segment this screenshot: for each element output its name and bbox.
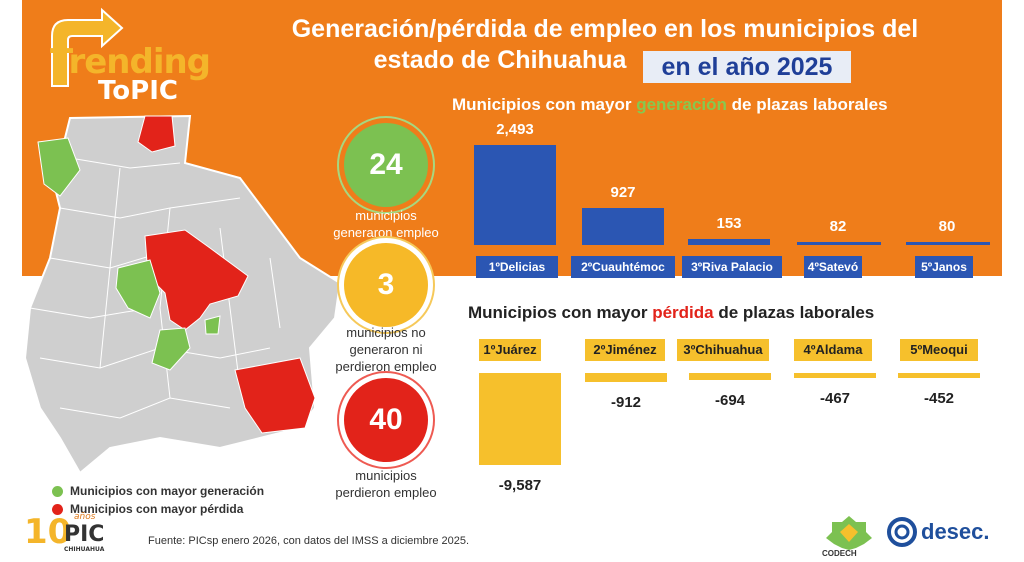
loss-value-label: -912: [610, 393, 642, 411]
generation-category-label: 5ºJanos: [915, 256, 973, 278]
region-green-center-west: [115, 259, 161, 319]
generation-bar: [797, 241, 881, 245]
title-part: Municipios con mayor: [468, 303, 653, 322]
badge-number: 10: [24, 512, 72, 552]
caption-line: generaron ni: [349, 342, 423, 357]
loss-value-label: -9,587: [498, 477, 542, 494]
legend-loss: Municipios con mayor pérdida: [52, 502, 243, 516]
stat-generated-caption: municipios generaron empleo: [306, 207, 466, 241]
legend-label: Municipios con mayor generación: [70, 484, 265, 498]
logo-arrow-icon: [51, 7, 124, 87]
codech-label: CODECH: [822, 549, 857, 558]
badge-pic: PIC: [64, 522, 105, 547]
generation-category-label: 3ºRiva Palacio: [682, 256, 782, 278]
loss-value-label: -694: [714, 391, 746, 409]
desec-logo: desec.: [887, 517, 990, 547]
title-part: Municipios con mayor: [452, 95, 637, 114]
region-green-south-center: [151, 327, 191, 371]
loss-bar: [479, 373, 561, 465]
loss-category-label: 4ºAldama: [794, 339, 872, 361]
loss-category-label: 2ºJiménez: [585, 339, 665, 361]
loss-category-label: 5ºMeoqui: [900, 339, 978, 361]
loss-value-label: -467: [819, 390, 851, 407]
badge-city: CHIHUAHUA: [64, 546, 105, 553]
loss-category-label: 3ºChihuahua: [677, 339, 769, 361]
generation-chart-title: Municipios con mayor generación de plaza…: [452, 95, 888, 115]
generation-bar: [688, 238, 770, 245]
title-line-2: estado de Chihuahua: [373, 46, 627, 74]
generation-category-label: 2ºCuauhtémoc: [571, 256, 675, 278]
loss-value-label: -452: [923, 390, 955, 407]
title-part: de plazas laborales: [713, 303, 875, 322]
trending-topic-logo: [22, 6, 232, 106]
stat-lost-circle: 40: [344, 378, 428, 462]
loss-bar: [585, 373, 667, 382]
source-note: Fuente: PICsp enero 2026, con datos del …: [148, 535, 470, 547]
generation-value-label: 927: [610, 183, 636, 201]
region-red-center: [144, 229, 249, 331]
stat-neutral-caption: municipios no generaron ni perdieron emp…: [306, 324, 466, 375]
codech-logo-icon: [826, 516, 872, 550]
loss-bar: [689, 373, 771, 380]
title-part: de plazas laborales: [726, 95, 888, 114]
region-green-northwest: [37, 137, 81, 197]
stat-generated-circle: 24: [344, 123, 428, 207]
caption-line: perdieron empleo: [335, 359, 437, 374]
legend-generation: Municipios con mayor generación: [52, 484, 264, 498]
generation-category-label: 1ºDelicias: [476, 256, 558, 278]
red-dot-icon: [52, 503, 63, 515]
generation-bar: [474, 145, 556, 245]
generation-value-label: 153: [716, 214, 742, 232]
desec-label: desec.: [921, 519, 990, 544]
loss-category-label: 1ºJuárez: [479, 339, 541, 361]
generation-category-label: 4ºSatevó: [804, 256, 862, 278]
loss-chart-title: Municipios con mayor pérdida de plazas l…: [468, 303, 874, 323]
badge-word: años: [74, 512, 96, 522]
title-year-badge: en el año 2025: [643, 51, 851, 83]
region-red-north: [137, 115, 176, 153]
caption-line: municipios: [355, 208, 417, 223]
desec-swirl-icon: [887, 517, 917, 547]
legend-label: Municipios con mayor pérdida: [70, 502, 244, 516]
caption-line: perdieron empleo: [335, 485, 437, 500]
region-red-southeast: [234, 357, 316, 434]
title-highlight: generación: [636, 95, 727, 114]
caption-line: municipios: [355, 468, 417, 483]
generation-bar: [906, 241, 990, 245]
logo-text-topic: ToPIC: [98, 76, 178, 106]
caption-line: generaron empleo: [333, 225, 439, 240]
pic-10-years-logo: 10 años PIC CHIHUAHUA: [24, 510, 124, 554]
title-line-1: Generación/pérdida de empleo en los muni…: [291, 15, 919, 43]
loss-bar: [898, 373, 980, 378]
chihuahua-map: [23, 114, 342, 475]
stat-neutral-circle: 3: [344, 243, 428, 327]
region-green-small: [204, 315, 221, 335]
generation-value-label: 2,493: [496, 121, 534, 138]
stat-lost-caption: municipios perdieron empleo: [306, 467, 466, 501]
green-dot-icon: [52, 485, 63, 497]
generation-bar: [582, 207, 664, 245]
generation-value-label: 80: [938, 217, 956, 235]
generation-value-label: 82: [829, 217, 847, 235]
title-highlight: pérdida: [652, 303, 714, 322]
caption-line: municipios no: [346, 325, 426, 340]
logo-text-trending: Trending: [50, 42, 211, 82]
loss-bar: [794, 373, 876, 378]
page-title: Generación/pérdida de empleo en los muni…: [210, 14, 1000, 76]
